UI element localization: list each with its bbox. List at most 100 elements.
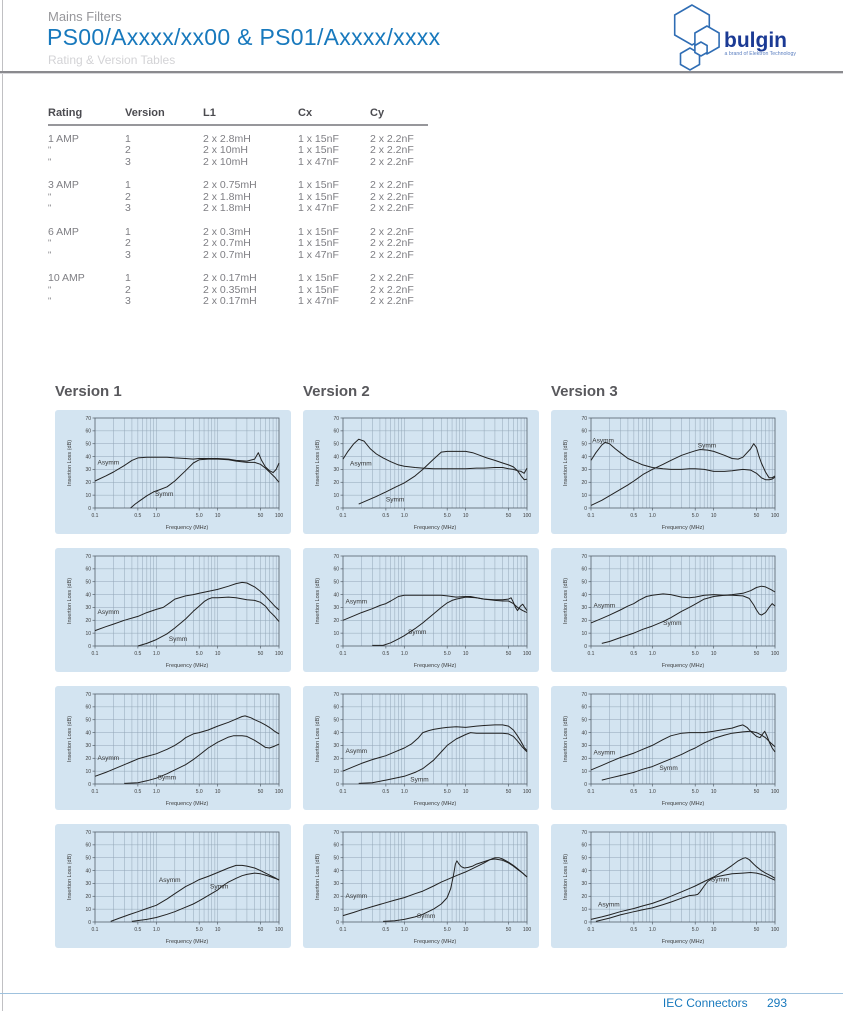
- chart-panel-10-amp-version-2: 0.1 0.5 1.0 5.0 10 50 100 0 10 20 30 40 50 60 70 Freque…: [303, 824, 539, 948]
- table-header-cy: Cy: [370, 107, 385, 119]
- svg-text:70: 70: [581, 416, 587, 422]
- svg-text:100: 100: [275, 513, 284, 519]
- svg-text:0.5: 0.5: [134, 927, 141, 933]
- svg-text:50: 50: [333, 856, 339, 862]
- svg-text:Insertion Loss (dB): Insertion Loss (dB): [315, 440, 321, 486]
- l1-cell: 2 x 1.8mH: [203, 202, 251, 214]
- page-title: PS00/Axxxx/xx00 & PS01/Axxxx/xxxx: [47, 24, 441, 50]
- chart-panel-1-amp-version-2: 0.1 0.5 1.0 5.0 10 50 100 0 10 20 30 40 50 60 70 Freque…: [303, 410, 539, 534]
- rating-cell: ": [48, 284, 52, 295]
- svg-text:Asymm: Asymm: [594, 602, 616, 609]
- charts-grid: 0.1 0.5 1.0 5.0 10 50 100 0 10 20 30 40 50 60 70 Freque…: [55, 410, 787, 948]
- svg-text:50: 50: [581, 580, 587, 586]
- svg-text:20: 20: [333, 894, 339, 900]
- svg-text:100: 100: [771, 927, 780, 933]
- svg-text:5.0: 5.0: [196, 513, 203, 519]
- insertion-loss-chart-10-amp-version-3: 0.1 0.5 1.0 5.0 10 50 100 0 10 20 30 40 50 60 70 Freque…: [563, 830, 780, 945]
- rating-cell: ": [48, 145, 52, 155]
- chart-panel-6-amp-version-3: 0.1 0.5 1.0 5.0 10 50 100 0 10 20 30 40 50 60 70 Freque…: [551, 686, 787, 810]
- svg-text:60: 60: [333, 705, 339, 711]
- rating-cell: 6 AMP: [48, 225, 79, 238]
- version-cell: 3: [125, 202, 131, 214]
- svg-text:20: 20: [333, 480, 339, 486]
- version-cell: 2: [125, 144, 131, 156]
- svg-text:1.0: 1.0: [649, 789, 656, 795]
- svg-text:50: 50: [333, 442, 339, 448]
- cy-cell: 2 x 2.2nF: [370, 272, 414, 284]
- svg-text:5.0: 5.0: [444, 513, 451, 519]
- version-heading-3: Version 3: [551, 383, 618, 400]
- svg-text:Symm: Symm: [698, 443, 716, 450]
- svg-text:50: 50: [754, 513, 760, 519]
- cx-cell: 1 x 15nF: [298, 225, 339, 238]
- svg-text:Symm: Symm: [663, 620, 681, 627]
- svg-text:100: 100: [275, 789, 284, 795]
- svg-text:0: 0: [336, 920, 339, 926]
- table-header-l1: L1: [203, 107, 216, 119]
- svg-text:0: 0: [88, 920, 91, 926]
- version-cell: 2: [125, 283, 131, 296]
- svg-text:50: 50: [754, 651, 760, 657]
- page-subtitle: Rating & Version Tables: [48, 53, 176, 67]
- chart-panel-1-amp-version-3: 0.1 0.5 1.0 5.0 10 50 100 0 10 20 30 40 50 60 70 Freque…: [551, 410, 787, 534]
- svg-text:50: 50: [333, 580, 339, 586]
- table-row: " 2 2 x 0.7mH 1 x 15nF 2 x 2.2nF: [48, 237, 428, 250]
- svg-text:Symm: Symm: [386, 497, 404, 504]
- svg-text:30: 30: [581, 605, 587, 611]
- svg-text:50: 50: [85, 718, 91, 724]
- footer-section-label: IEC Connectors: [662, 996, 748, 1010]
- version-cell: 1: [125, 225, 131, 238]
- insertion-loss-chart-3-amp-version-2: 0.1 0.5 1.0 5.0 10 50 100 0 10 20 30 40 50 60 70 Freque…: [315, 554, 531, 669]
- svg-text:10: 10: [463, 513, 469, 519]
- cx-cell: 1 x 47nF: [298, 248, 339, 261]
- svg-text:40: 40: [85, 868, 91, 874]
- rating-cell: 1 AMP: [48, 132, 79, 145]
- l1-cell: 2 x 10mH: [203, 155, 248, 168]
- l1-cell: 2 x 0.35mH: [203, 283, 257, 296]
- svg-text:0.5: 0.5: [134, 513, 141, 519]
- svg-text:0.5: 0.5: [630, 789, 637, 795]
- svg-text:30: 30: [85, 881, 91, 887]
- rating-cell: 10 AMP: [48, 272, 85, 284]
- svg-text:10: 10: [85, 907, 91, 913]
- table-row: " 2 2 x 10mH 1 x 15nF 2 x 2.2nF: [48, 144, 428, 157]
- rating-cell: ": [48, 296, 52, 306]
- l1-cell: 2 x 2.8mH: [203, 132, 251, 145]
- svg-text:1.0: 1.0: [401, 789, 408, 795]
- svg-text:40: 40: [85, 592, 91, 598]
- svg-text:5.0: 5.0: [196, 651, 203, 657]
- cy-cell: 2 x 2.2nF: [370, 179, 414, 191]
- svg-text:20: 20: [333, 756, 339, 762]
- svg-text:0.5: 0.5: [134, 789, 141, 795]
- svg-text:10: 10: [463, 651, 469, 657]
- svg-text:0: 0: [336, 782, 339, 788]
- svg-text:0: 0: [88, 506, 91, 512]
- svg-text:10: 10: [463, 927, 469, 933]
- cy-cell: 2 x 2.2nF: [370, 144, 414, 156]
- version-cell: 3: [125, 248, 131, 261]
- footer-rule: [0, 993, 843, 994]
- svg-text:10: 10: [215, 513, 221, 519]
- svg-text:40: 40: [333, 868, 339, 874]
- cx-cell: 1 x 47nF: [298, 295, 339, 307]
- svg-text:10: 10: [85, 769, 91, 775]
- insertion-loss-chart-10-amp-version-2: 0.1 0.5 1.0 5.0 10 50 100 0 10 20 30 40 50 60 70 Freque…: [315, 830, 531, 945]
- version-cell: 1: [125, 272, 131, 284]
- svg-text:70: 70: [85, 830, 91, 836]
- svg-text:10: 10: [215, 651, 221, 657]
- svg-text:0: 0: [584, 782, 587, 788]
- svg-text:60: 60: [581, 705, 587, 711]
- svg-text:30: 30: [333, 881, 339, 887]
- svg-text:Asymm: Asymm: [98, 755, 120, 762]
- footer-page-number: 293: [766, 996, 787, 1010]
- chart-panel-10-amp-version-1: 0.1 0.5 1.0 5.0 10 50 100 0 10 20 30 40 50 60 70 Freque…: [55, 824, 291, 948]
- svg-text:10: 10: [711, 927, 717, 933]
- table-row: 3 AMP 1 2 x 0.75mH 1 x 15nF 2 x 2.2nF: [48, 179, 428, 192]
- cy-cell: 2 x 2.2nF: [370, 283, 414, 296]
- insertion-loss-chart-6-amp-version-3: 0.1 0.5 1.0 5.0 10 50 100 0 10 20 30 40 50 60 70 Freque…: [563, 692, 779, 807]
- table-row: " 3 2 x 1.8mH 1 x 47nF 2 x 2.2nF: [48, 202, 428, 215]
- svg-text:Frequency (MHz): Frequency (MHz): [662, 801, 705, 807]
- svg-text:100: 100: [523, 789, 532, 795]
- table-group-3-amp: 3 AMP 1 2 x 0.75mH 1 x 15nF 2 x 2.2nF " 2 2 x 1…: [48, 179, 428, 215]
- page-edge-line: [2, 0, 3, 1011]
